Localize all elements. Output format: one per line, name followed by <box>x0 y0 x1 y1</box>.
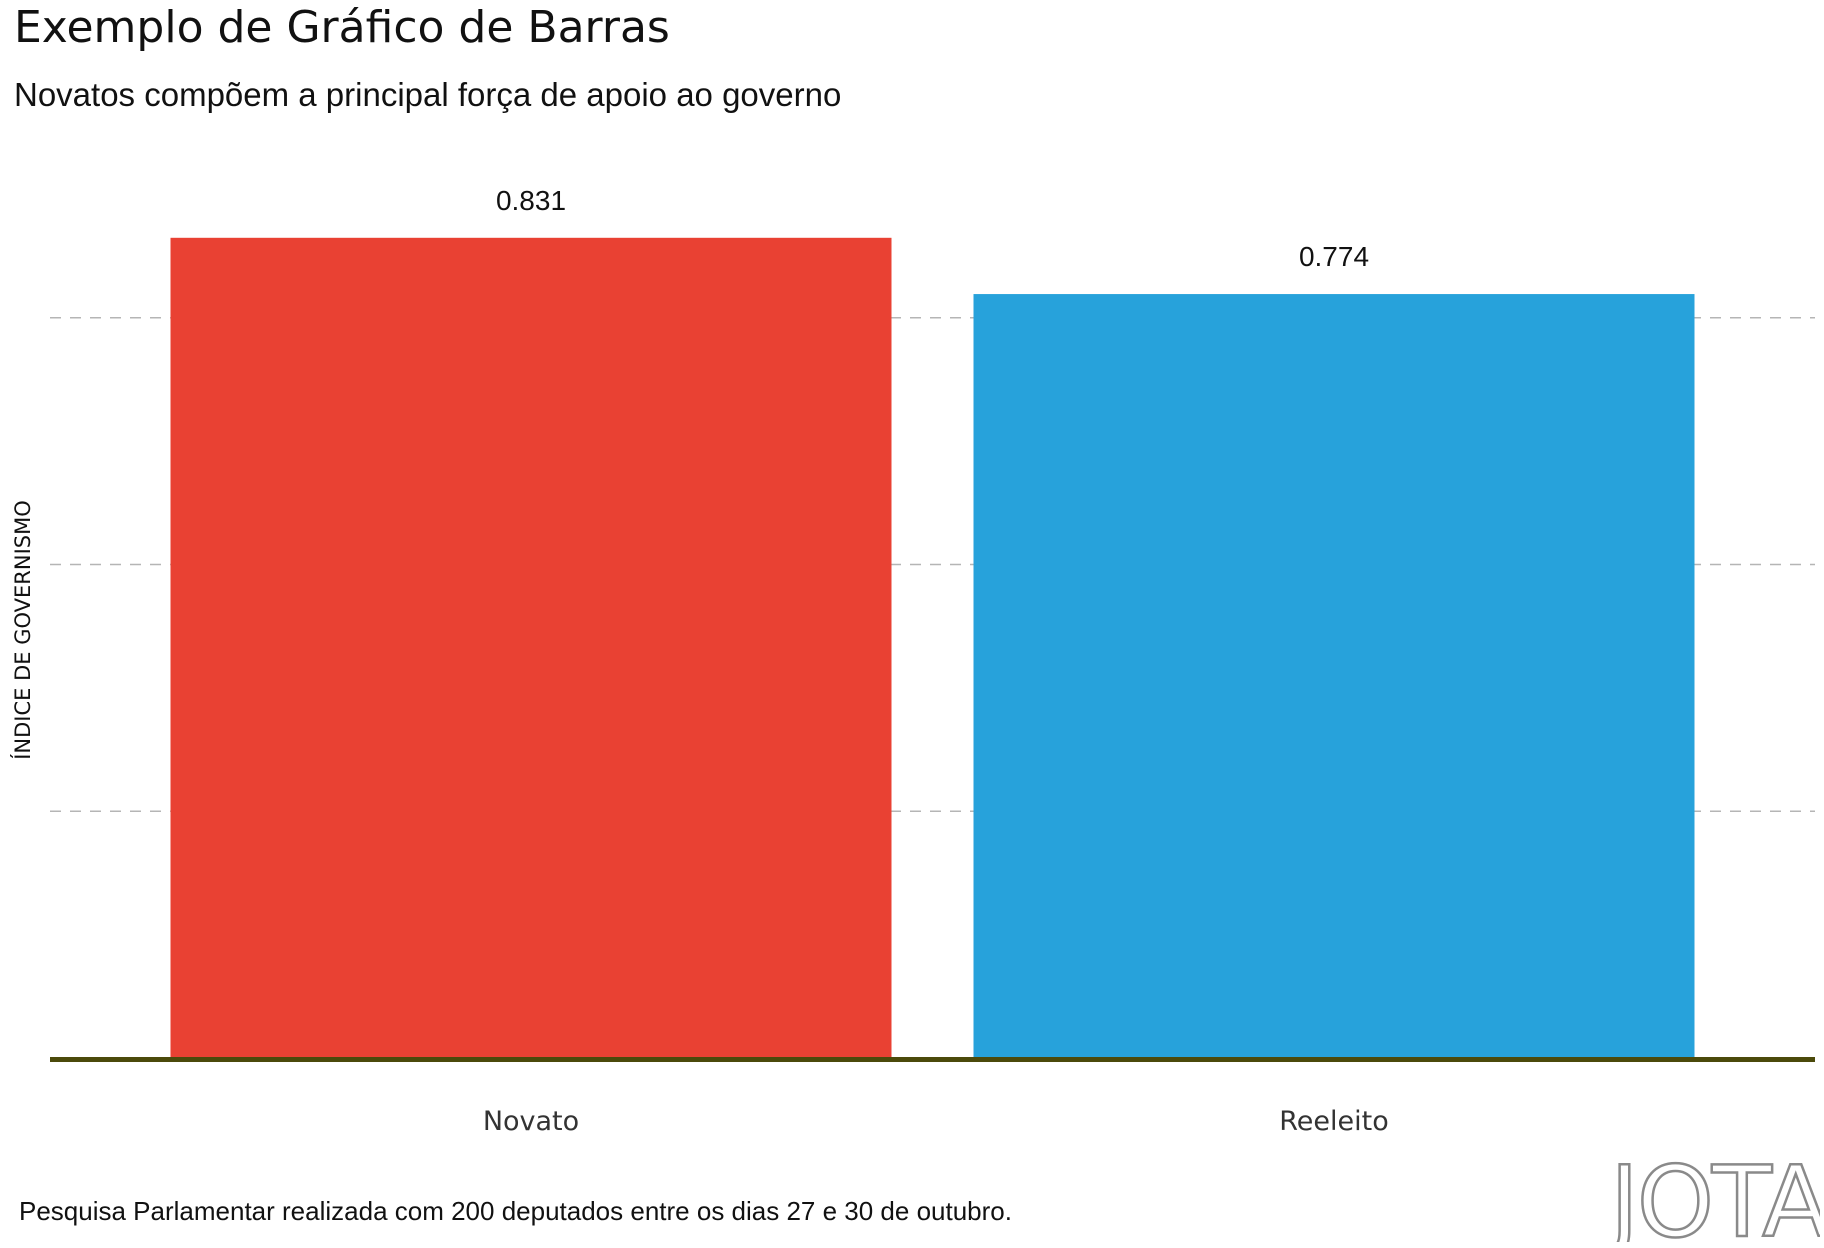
bar-chart: 0.831 0.774 Novato Reeleito ÍNDICE DE GOVE… <box>10 185 1815 1137</box>
bars <box>170 237 1695 1059</box>
y-axis-label: ÍNDICE DE GOVERNISMO <box>10 500 35 760</box>
chart-subtitle: Novatos compõem a principal força de apo… <box>14 76 842 113</box>
value-label-novato: 0.831 <box>496 185 566 216</box>
x-tick-labels: Novato Reeleito <box>483 1106 1389 1137</box>
value-labels: 0.831 0.774 <box>496 185 1369 272</box>
chart-title: Exemplo de Gráfico de Barras <box>14 2 670 53</box>
jota-logo: JOTA <box>1610 1158 1820 1242</box>
bar-reeleito <box>973 294 1695 1058</box>
value-label-reeleito: 0.774 <box>1299 241 1369 272</box>
bar-novato <box>170 237 892 1059</box>
svg-text:JOTA: JOTA <box>1610 1158 1820 1242</box>
x-tick-novato: Novato <box>483 1106 579 1137</box>
x-tick-reeleito: Reeleito <box>1279 1106 1389 1137</box>
source-caption: Pesquisa Parlamentar realizada com 200 d… <box>19 1196 1012 1226</box>
